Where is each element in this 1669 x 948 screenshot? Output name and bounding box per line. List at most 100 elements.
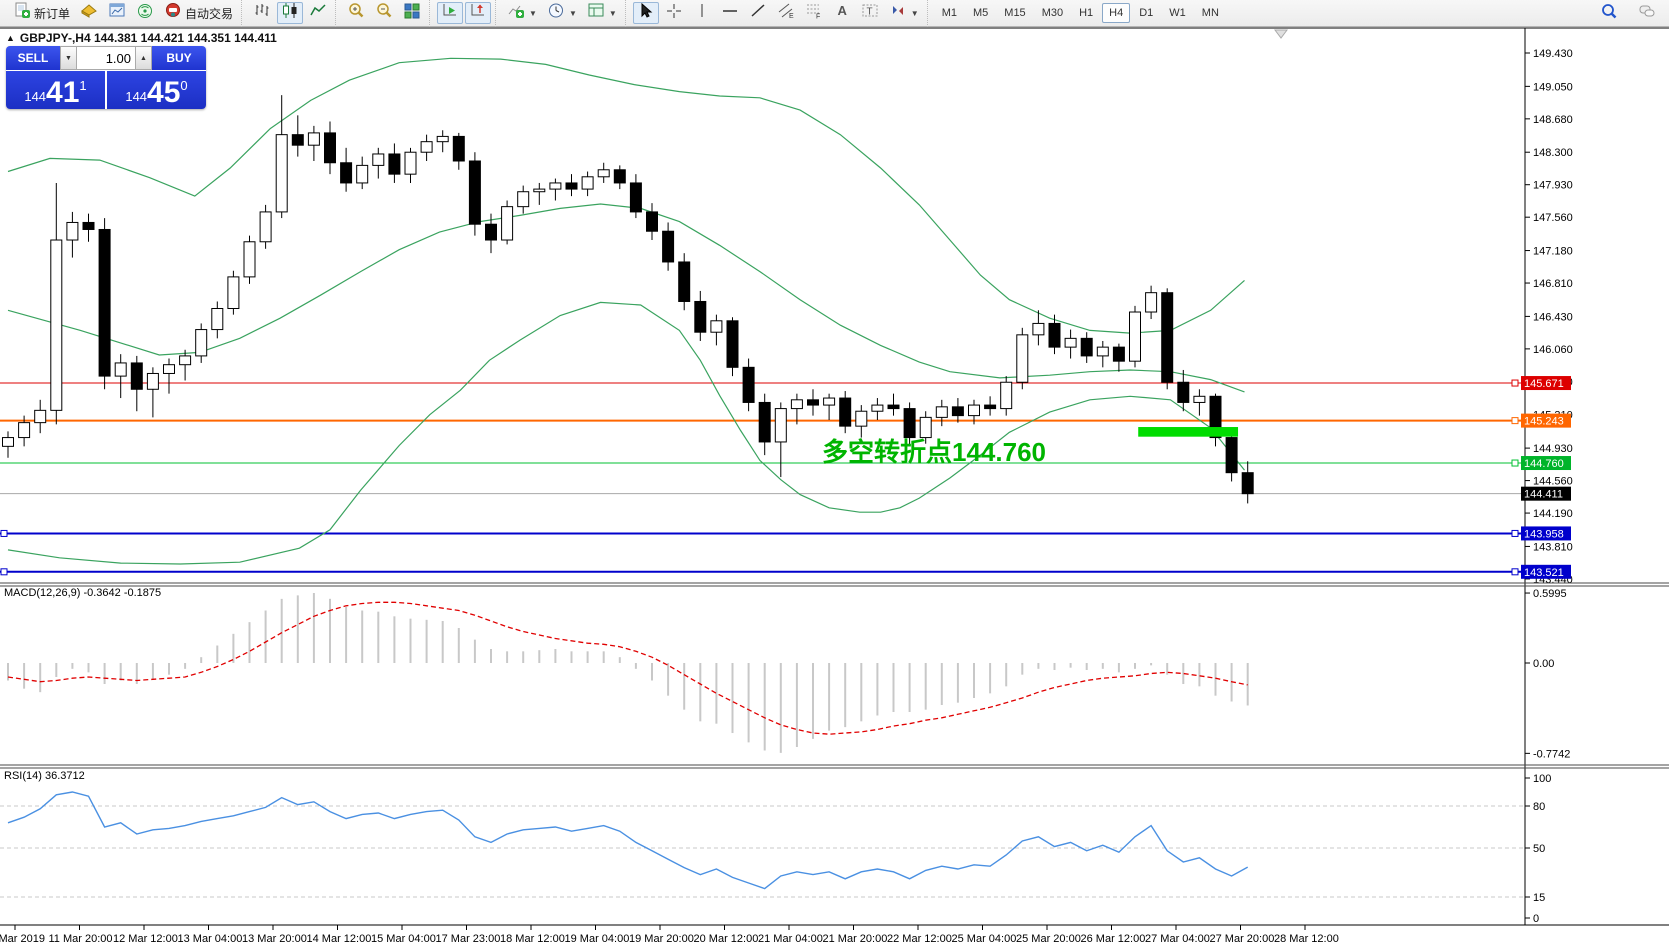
- text-button[interactable]: A: [829, 2, 855, 24]
- zoom-in-button[interactable]: [343, 2, 369, 24]
- price-tick: 148.300: [1533, 147, 1573, 159]
- support-zone-highlight[interactable]: [1138, 427, 1239, 437]
- periods-icon: [547, 2, 565, 24]
- candle-body: [34, 409, 47, 424]
- equidistant-channel-icon: E: [777, 2, 795, 24]
- search-icon: [1600, 3, 1618, 25]
- chat-button[interactable]: [1634, 3, 1660, 25]
- pivot-annotation[interactable]: 多空转折点144.760: [822, 437, 1046, 467]
- hline-endpoint-marker[interactable]: [1511, 379, 1519, 387]
- price-badge: [1521, 564, 1571, 579]
- time-tick: 11 Mar 2019: [0, 933, 45, 945]
- candle-body: [259, 211, 272, 243]
- hline-endpoint-marker[interactable]: [1511, 417, 1519, 425]
- vertical-line-button[interactable]: [689, 2, 715, 24]
- search-button[interactable]: [1596, 3, 1622, 25]
- rsi-axis-tick: 15: [1533, 892, 1545, 904]
- line-chart-button[interactable]: [305, 2, 331, 24]
- candle-body: [243, 241, 256, 278]
- candlestick-chart-icon: [281, 2, 299, 24]
- arrows-button[interactable]: ▼: [885, 2, 923, 24]
- timeframe-h4-button[interactable]: H4: [1102, 3, 1131, 23]
- price-badge: [1521, 526, 1571, 541]
- crosshair-button[interactable]: [661, 2, 687, 24]
- chat-icon: [1638, 3, 1656, 25]
- volume-up-button[interactable]: ▲: [135, 46, 152, 70]
- price-badge-text: 144.760: [1524, 458, 1564, 470]
- zoom-out-button[interactable]: [371, 2, 397, 24]
- candle-body: [388, 153, 401, 175]
- text-label-button[interactable]: T: [857, 2, 883, 24]
- collapse-panel-icon[interactable]: ▲: [6, 33, 15, 43]
- buy-button[interactable]: BUY: [152, 46, 206, 70]
- time-tick: 19 Mar 04:00: [565, 933, 630, 945]
- timeframe-m5-button[interactable]: M5: [973, 7, 989, 19]
- hline-endpoint-marker[interactable]: [1511, 459, 1519, 467]
- auto-trading-button[interactable]: 自动交易: [160, 2, 237, 24]
- indicators-button[interactable]: ▼: [503, 2, 541, 24]
- new-order-button[interactable]: 新订单: [9, 2, 74, 24]
- price-badge: [1521, 486, 1571, 501]
- fibonacci-button[interactable]: F: [801, 2, 827, 24]
- sell-price[interactable]: 144 41 1: [6, 71, 105, 109]
- price-badge-text: 144.411: [1524, 489, 1563, 501]
- timeframe-d1-button[interactable]: D1: [1139, 7, 1154, 19]
- tile-windows-button[interactable]: [399, 2, 425, 24]
- price-tick: 146.810: [1533, 278, 1573, 290]
- timeframe-h1-button[interactable]: H1: [1079, 7, 1094, 19]
- templates-icon: [587, 2, 605, 24]
- rsi-axis-tick: 80: [1533, 801, 1545, 813]
- toolbar-group: 新订单 自动交易: [2, 0, 241, 27]
- candle-body: [195, 329, 208, 357]
- auto-scroll-button[interactable]: [437, 2, 464, 24]
- candle-body: [839, 397, 852, 427]
- fibonacci-icon: F: [805, 2, 823, 24]
- price-tick: 146.060: [1533, 344, 1573, 356]
- horizontal-line-button[interactable]: [717, 2, 743, 24]
- hline-endpoint-marker[interactable]: [1511, 529, 1519, 537]
- time-tick: 15 Mar 04:00: [371, 933, 436, 945]
- hline-endpoint-marker[interactable]: [1511, 568, 1519, 576]
- time-tick: 13 Mar 04:00: [178, 933, 243, 945]
- bars-chart-button[interactable]: [249, 2, 275, 24]
- hline-endpoint-marker[interactable]: [0, 529, 8, 537]
- templates-button[interactable]: ▼: [583, 2, 621, 24]
- candle-body: [1096, 346, 1109, 357]
- cursor-button[interactable]: [632, 2, 659, 24]
- auto-scroll-icon: [441, 2, 459, 24]
- rsi-axis-tick: 100: [1533, 773, 1551, 785]
- timeframe-m15-button[interactable]: M15: [1004, 7, 1026, 19]
- rsi-axis-tick: 0: [1533, 913, 1539, 925]
- timeframe-m30-button[interactable]: M30: [1041, 7, 1064, 19]
- candle-body: [179, 355, 192, 366]
- equidistant-channel-button[interactable]: E: [773, 2, 799, 24]
- candlestick-chart-button[interactable]: [277, 2, 304, 24]
- volume-input[interactable]: 1.00: [77, 46, 135, 70]
- symbol-ohlc-text: GBPJPY-,H4 144.381 144.421 144.351 144.4…: [19, 31, 277, 45]
- chart-shift-marker[interactable]: [1274, 29, 1288, 39]
- sell-button[interactable]: SELL: [6, 46, 60, 70]
- candle-body: [726, 320, 739, 368]
- buy-price[interactable]: 144 45 0: [107, 71, 206, 109]
- volume-down-button[interactable]: ▼: [60, 46, 77, 70]
- main-toolbar: 新订单 自动交易 ▼ ▼ ▼ E F A T ▼ M1 M5 M15 M30 H1 H4 D1 W1 MN: [0, 0, 1669, 27]
- timeframe-mn-button[interactable]: MN: [1201, 7, 1219, 19]
- candle-body: [790, 399, 803, 410]
- rsi-axis-tick: 50: [1533, 843, 1545, 855]
- chart-shift-button[interactable]: [465, 2, 492, 24]
- bollinger-upper-band: [7, 57, 1245, 334]
- signal-button[interactable]: [132, 2, 158, 24]
- one-click-trading-panel: SELL ▼ 1.00 ▲ BUY 144 41 1 144 45 0: [6, 46, 206, 109]
- trendline-button[interactable]: [745, 2, 771, 24]
- timeframe-m1-button[interactable]: M1: [941, 7, 957, 19]
- timeframe-w1-button[interactable]: W1: [1169, 7, 1186, 19]
- trendline-icon: [749, 2, 767, 24]
- chart-window-button[interactable]: [104, 2, 130, 24]
- market-watch-button[interactable]: [76, 2, 102, 24]
- indicators-icon: [507, 2, 525, 24]
- macd-label: MACD(12,26,9) -0.3642 -0.1875: [4, 587, 161, 599]
- rsi-pane: RSI(14) 36.3712: [4, 770, 1249, 890]
- hline-endpoint-marker[interactable]: [0, 568, 8, 576]
- periods-button[interactable]: ▼: [543, 2, 581, 24]
